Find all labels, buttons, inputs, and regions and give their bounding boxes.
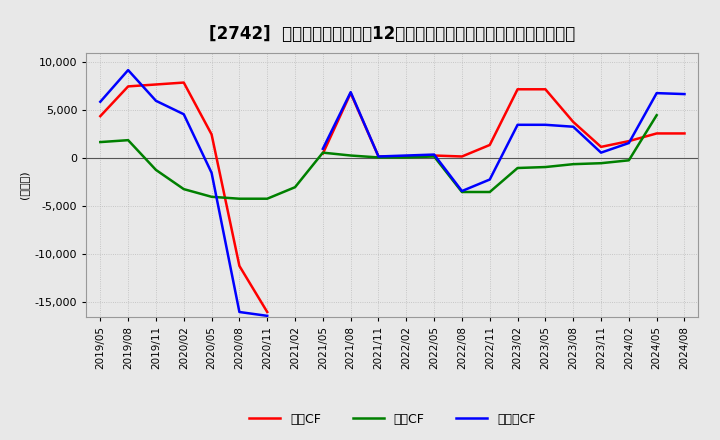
- 投資CF: [402, 155, 410, 160]
- 営業CF: [263, 309, 271, 315]
- 投資CF: [152, 167, 161, 172]
- 投資CF: [569, 161, 577, 167]
- 投資CF: [124, 138, 132, 143]
- フリーCF: [652, 91, 661, 96]
- フリーCF: [513, 122, 522, 128]
- 営業CF: [402, 154, 410, 159]
- 投資CF: [458, 189, 467, 194]
- 投資CF: [485, 189, 494, 194]
- 投資CF: [430, 154, 438, 159]
- フリーCF: [374, 154, 383, 159]
- Legend: 営業CF, 投資CF, フリーCF: 営業CF, 投資CF, フリーCF: [244, 407, 541, 430]
- 投資CF: [624, 158, 633, 163]
- 投資CF: [513, 165, 522, 171]
- Title: [2742]  キャッシュフローの12か月移動合計の対前年同期増減額の推移: [2742] キャッシュフローの12か月移動合計の対前年同期増減額の推移: [210, 25, 575, 43]
- 投資CF: [346, 153, 355, 158]
- フリーCF: [346, 89, 355, 95]
- フリーCF: [680, 92, 689, 97]
- フリーCF: [430, 152, 438, 157]
- 営業CF: [569, 119, 577, 125]
- 営業CF: [207, 132, 216, 137]
- Line: フリーCF: フリーCF: [100, 70, 685, 316]
- フリーCF: [402, 153, 410, 158]
- 投資CF: [235, 196, 243, 202]
- Line: 営業CF: 営業CF: [100, 83, 685, 312]
- フリーCF: [124, 67, 132, 73]
- 営業CF: [235, 263, 243, 268]
- 投資CF: [652, 113, 661, 118]
- フリーCF: [235, 309, 243, 315]
- フリーCF: [541, 122, 550, 128]
- フリーCF: [263, 313, 271, 319]
- 営業CF: [541, 87, 550, 92]
- 投資CF: [597, 161, 606, 166]
- 営業CF: [652, 131, 661, 136]
- Y-axis label: (百万円): (百万円): [19, 170, 30, 199]
- 投資CF: [291, 184, 300, 190]
- 投資CF: [318, 150, 327, 155]
- フリーCF: [318, 146, 327, 151]
- 営業CF: [374, 154, 383, 159]
- フリーCF: [569, 124, 577, 129]
- 営業CF: [624, 139, 633, 144]
- フリーCF: [207, 170, 216, 176]
- 営業CF: [318, 151, 327, 156]
- フリーCF: [624, 140, 633, 146]
- 営業CF: [124, 84, 132, 89]
- 営業CF: [179, 80, 188, 85]
- 営業CF: [96, 114, 104, 119]
- 投資CF: [374, 155, 383, 160]
- フリーCF: [597, 150, 606, 155]
- フリーCF: [96, 99, 104, 104]
- フリーCF: [458, 188, 467, 194]
- Line: 投資CF: 投資CF: [100, 115, 657, 199]
- 営業CF: [513, 87, 522, 92]
- 営業CF: [680, 131, 689, 136]
- 投資CF: [179, 187, 188, 192]
- 営業CF: [152, 82, 161, 87]
- 営業CF: [485, 142, 494, 147]
- 営業CF: [346, 91, 355, 96]
- フリーCF: [485, 177, 494, 182]
- 営業CF: [430, 153, 438, 158]
- 営業CF: [597, 144, 606, 150]
- フリーCF: [152, 98, 161, 103]
- 投資CF: [96, 139, 104, 145]
- 投資CF: [541, 165, 550, 170]
- フリーCF: [179, 112, 188, 117]
- 投資CF: [207, 194, 216, 199]
- 営業CF: [458, 154, 467, 159]
- 投資CF: [263, 196, 271, 202]
